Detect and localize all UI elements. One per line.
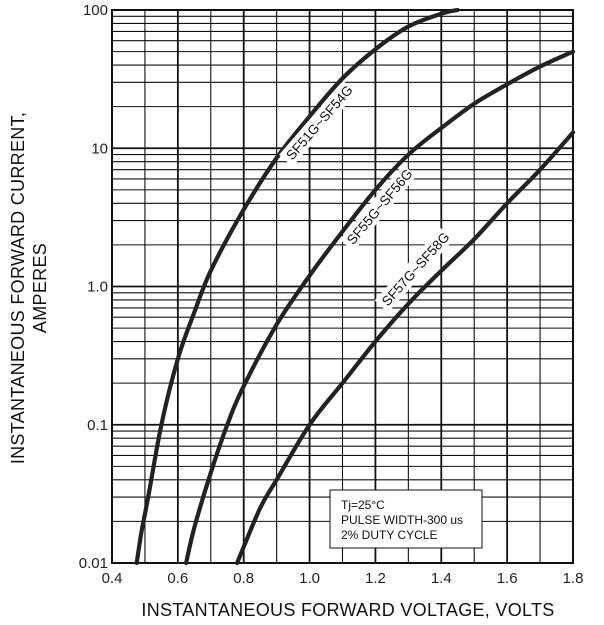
series-curve-3 — [235, 130, 576, 566]
series-curve-1 — [134, 7, 460, 566]
test-condition-line-3: 2% DUTY CYCLE — [341, 528, 437, 542]
y-axis-title-line-1: INSTANTANEOUS FORWARD CURRENT, — [8, 112, 28, 464]
series-label-backing — [279, 80, 357, 167]
test-condition-line-1: Tj=25°C — [341, 498, 385, 512]
series-label-1: SF51G~SF54G — [279, 80, 357, 167]
x-axis-title: INSTANTANEOUS FORWARD VOLTAGE, VOLTS — [141, 600, 554, 620]
plot-frame — [111, 9, 574, 564]
series-curve-2 — [184, 49, 576, 566]
x-tick-label: 0.8 — [233, 570, 254, 587]
test-conditions-box: Tj=25°C PULSE WIDTH-300 us 2% DUTY CYCLE — [329, 489, 483, 549]
x-tick-labels: 0.4 0.6 0.8 1.0 1.2 1.4 1.6 1.8 — [102, 570, 584, 587]
x-tick-label: 1.0 — [299, 570, 320, 587]
y-tick-label: 0.01 — [79, 555, 108, 572]
y-axis-title-line-2: AMPERES — [30, 243, 50, 333]
x-tick-label: 1.4 — [431, 570, 452, 587]
series-label-backing — [339, 164, 417, 252]
y-tick-label: 0.1 — [87, 417, 108, 434]
series-label-backing — [374, 227, 454, 313]
x-tick-label: 0.4 — [102, 570, 123, 587]
series-label-2: SF55G~SF56G — [339, 164, 417, 252]
x-tick-label: 0.6 — [167, 570, 188, 587]
y-tick-label: 100 — [83, 2, 108, 19]
test-conditions-frame — [329, 489, 483, 549]
data-series — [134, 7, 576, 566]
x-tick-label: 1.2 — [365, 570, 386, 587]
x-tick-label: 1.8 — [563, 570, 584, 587]
series-label-text: SF51G~SF54G — [283, 82, 356, 162]
y-tick-label: 10 — [91, 140, 108, 157]
y-tick-labels: 0.01 0.1 1.0 10 100 — [79, 2, 108, 572]
x-tick-label: 1.6 — [497, 570, 518, 587]
y-tick-label: 1.0 — [87, 279, 108, 296]
test-condition-line-2: PULSE WIDTH-300 us — [341, 513, 463, 527]
